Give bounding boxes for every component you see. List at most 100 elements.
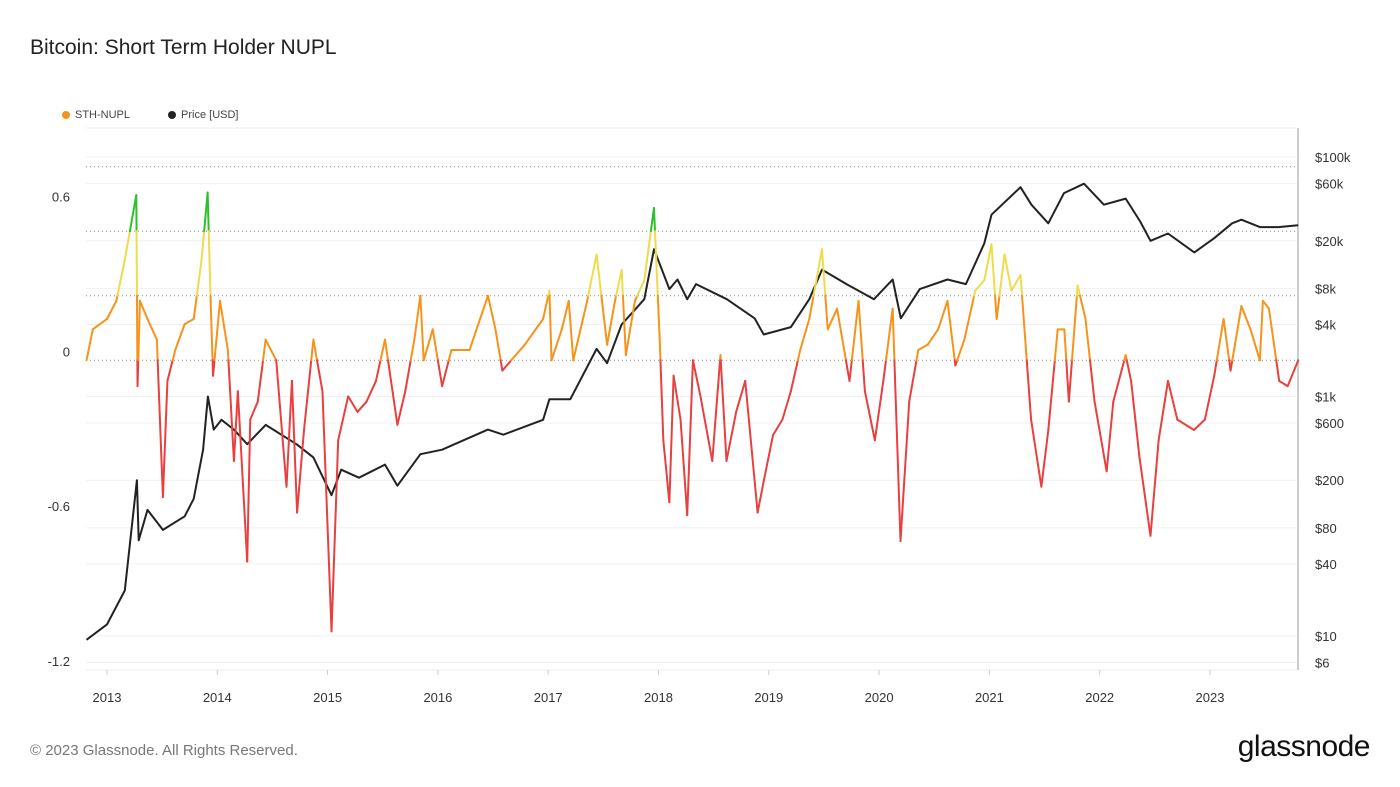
sth-nupl-segment [1063,328,1068,362]
sth-nupl-segment [1070,294,1078,362]
sth-nupl-segment [990,243,997,297]
sth-nupl-segment [212,359,216,377]
right-tick-label: $6 [1315,656,1329,671]
x-tick-label: 2021 [975,690,1004,705]
sth-nupl-segment [1010,274,1022,292]
sth-nupl-segment [659,359,665,442]
sth-nupl-segment [1229,359,1234,372]
sth-nupl-segment [658,338,662,362]
x-tick-label: 2023 [1196,690,1225,705]
sth-nupl-segment [441,359,450,388]
sth-nupl-segment [567,299,575,362]
sth-nupl-segment [262,338,267,362]
sth-nupl-segment [236,390,249,563]
sth-nupl-segment [290,379,299,514]
sth-nupl-segment [560,299,570,331]
sth-nupl-segment [195,258,203,297]
sth-nupl-segment [1089,359,1096,403]
x-tick-label: 2013 [93,690,122,705]
x-tick-label: 2015 [313,690,342,705]
sth-nupl-segment [1157,379,1169,442]
sth-nupl-segment [974,279,986,292]
sth-nupl-segment [1192,418,1206,431]
sth-nupl-segment [662,439,671,504]
sth-nupl-segment [419,294,425,362]
sth-nupl-segment [161,379,169,499]
sth-nupl-segment [347,395,359,413]
sth-nupl-segment [542,294,550,320]
sth-nupl-segment [735,379,747,413]
sth-nupl-segment [1030,418,1043,488]
sth-nupl-segment [264,338,278,362]
sth-nupl-segment [1130,379,1141,457]
sth-nupl-segment [744,379,759,514]
sth-nupl-segment [356,400,368,413]
sth-nupl-segment [404,359,412,393]
sth-nupl-segment [1021,294,1028,362]
sth-nupl-segment [643,230,652,282]
right-tick-label: $10 [1315,629,1337,644]
sth-nupl-segment [719,359,728,462]
legend-item-price[interactable]: Price [USD] [168,109,238,121]
sth-nupl-segment [413,294,422,341]
x-tick-label: 2019 [754,690,783,705]
sth-nupl-segment [303,359,313,431]
sth-nupl-segment [123,230,131,261]
right-tick-label: $80 [1315,521,1337,536]
sth-nupl-segment [873,379,885,442]
sth-nupl-segment [908,359,918,403]
sth-nupl-segment [219,299,229,351]
sth-nupl-segment [379,338,387,362]
sth-nupl-segment [1213,359,1218,377]
sth-nupl-segment [1053,328,1059,362]
orange-dot-icon [62,111,70,119]
sth-nupl-segment [422,328,434,362]
sth-nupl-segment [1047,359,1056,431]
sth-nupl-segment [824,294,829,331]
sth-nupl-segment [636,279,646,297]
sth-nupl-segment [1112,359,1126,403]
x-tick-label: 2014 [203,690,232,705]
right-tick-label: $1k [1315,390,1336,405]
sth-nupl-segment [192,294,198,320]
right-tick-label: $600 [1315,416,1344,431]
sth-nupl-segment [937,299,949,331]
sth-nupl-segment [486,294,497,331]
sth-nupl-segment [756,480,765,514]
legend-item-sth-nupl[interactable]: STH-NUPL [62,109,130,121]
sth-nupl-segment [1231,305,1243,362]
sth-nupl-segment [337,395,350,442]
legend: STH-NUPL Price [USD] [62,109,238,121]
sth-nupl-segment [226,348,230,362]
sth-nupl-segment [963,294,976,341]
left-tick-label: -0.6 [48,499,70,514]
sth-nupl-segment [1258,299,1264,362]
sth-nupl-segment [826,307,839,331]
sth-nupl-segment [926,328,940,346]
sth-nupl-segment [1215,317,1225,362]
sth-nupl-segment [146,317,158,341]
x-tick-label: 2017 [534,690,563,705]
sth-nupl-segment [1203,374,1216,421]
sth-nupl-segment [499,359,504,372]
sth-nupl-segment [1261,299,1270,310]
sth-nupl-segment [1286,359,1300,388]
sth-nupl-segment [174,323,186,351]
sth-nupl-segment [91,317,108,331]
sth-nupl-segment [365,379,377,403]
sth-nupl-segment [884,307,894,362]
sth-nupl-segment [384,338,390,362]
right-tick-label: $8k [1315,281,1336,296]
sth-nupl-segment [1105,400,1115,473]
sth-nupl-segment [861,359,866,393]
sth-nupl-segment [998,253,1006,297]
sth-nupl-segment [1125,359,1133,382]
sth-nupl-segment [285,379,293,488]
sth-nupl-segment [436,359,444,388]
sth-nupl-segment [296,428,306,514]
sth-nupl-segment [321,390,333,633]
sth-nupl-segment [891,307,896,362]
sth-nupl-segment [621,294,627,357]
sth-nupl-segment [882,359,887,382]
sth-nupl-segment [171,348,177,362]
